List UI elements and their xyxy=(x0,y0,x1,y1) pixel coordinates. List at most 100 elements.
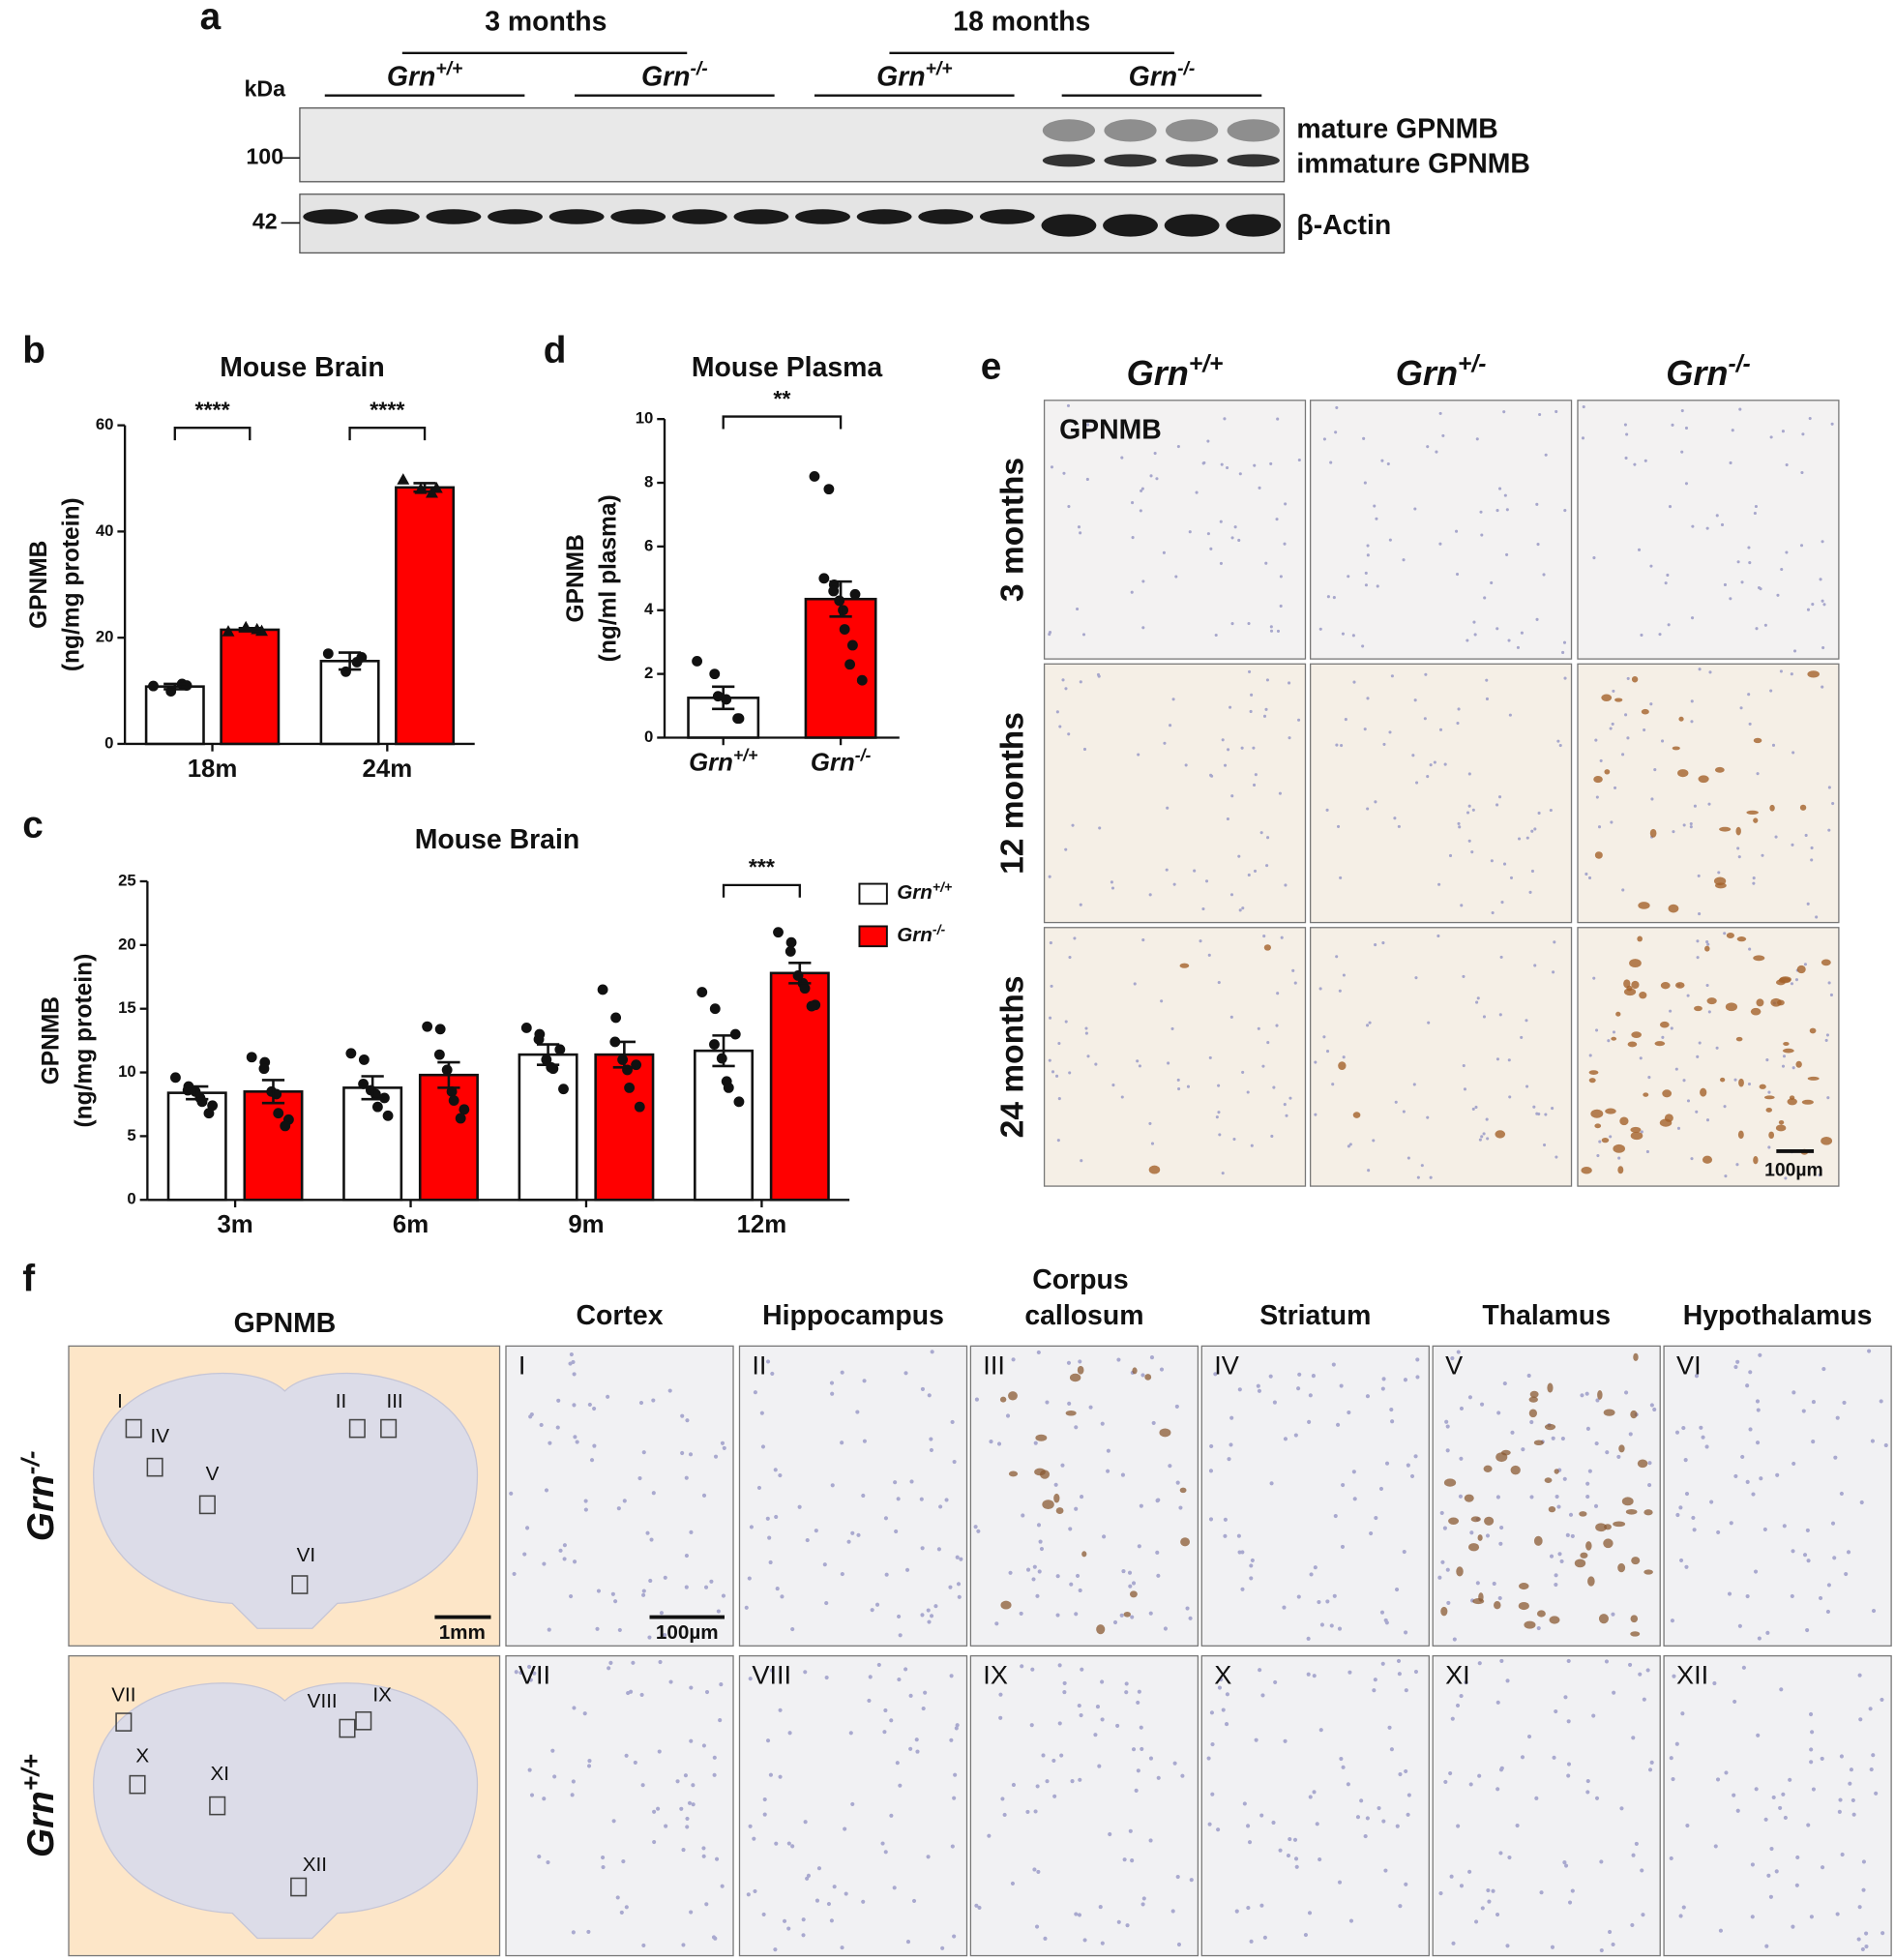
nucleus xyxy=(1426,445,1430,449)
gpnmb-cell xyxy=(1807,670,1820,678)
nucleus xyxy=(1443,1779,1448,1784)
nucleus xyxy=(1617,1156,1621,1160)
nucleus xyxy=(685,1825,690,1829)
nucleus xyxy=(1234,1909,1239,1914)
nucleus xyxy=(778,1774,783,1779)
region-box xyxy=(355,1710,372,1731)
nucleus xyxy=(1329,1623,1334,1628)
nucleus xyxy=(1259,1813,1264,1818)
stain-label: GPNMB xyxy=(1059,415,1162,446)
nucleus xyxy=(1381,941,1385,945)
nucleus xyxy=(1736,846,1740,850)
gpnmb-cell xyxy=(1625,1508,1638,1515)
nucleus xyxy=(1475,1000,1479,1004)
nucleus xyxy=(1520,1755,1525,1760)
nucleus xyxy=(1868,1707,1873,1711)
nucleus xyxy=(1559,1559,1564,1563)
nucleus xyxy=(1246,1906,1251,1911)
nucleus xyxy=(555,1425,560,1430)
nucleus xyxy=(1186,1084,1191,1088)
nucleus xyxy=(1791,1390,1796,1395)
data-point xyxy=(222,625,235,637)
nucleus xyxy=(1831,801,1835,806)
nucleus xyxy=(1495,1700,1500,1705)
gpnmb-cell xyxy=(1605,1108,1616,1114)
nucleus xyxy=(1674,1067,1678,1071)
nucleus xyxy=(973,1525,978,1529)
gpnmb-cell xyxy=(1518,1601,1529,1611)
nucleus xyxy=(1373,504,1377,508)
nucleus xyxy=(583,1499,588,1503)
nucleus xyxy=(1178,1505,1183,1510)
nucleus xyxy=(1238,472,1242,476)
nucleus xyxy=(1490,859,1494,863)
nucleus xyxy=(1503,493,1507,497)
nucleus xyxy=(1660,739,1665,743)
nucleus xyxy=(1094,1062,1098,1066)
gpnmb-cell xyxy=(1069,1373,1081,1382)
nucleus xyxy=(1713,1844,1718,1849)
nucleus xyxy=(1364,583,1368,587)
nucleus xyxy=(1266,1041,1270,1045)
gpnmb-cell xyxy=(1778,1120,1785,1125)
nucleus xyxy=(1085,477,1089,482)
nucleus xyxy=(1347,1410,1351,1415)
gpnmb-cell xyxy=(1604,769,1611,775)
y-tick-label: 2 xyxy=(644,664,653,682)
actin-band xyxy=(918,209,974,224)
nucleus xyxy=(518,1670,523,1676)
nucleus xyxy=(1684,1492,1690,1497)
nucleus xyxy=(689,1738,694,1743)
nucleus xyxy=(1233,525,1237,529)
x-tick-label: 24m xyxy=(362,756,412,783)
nucleus xyxy=(862,1439,867,1443)
gpnmb-cell xyxy=(1594,851,1603,859)
nucleus xyxy=(1347,575,1350,579)
nucleus xyxy=(1570,1888,1575,1893)
gpnmb-cell xyxy=(1807,1076,1820,1081)
data-point xyxy=(356,652,368,663)
gpnmb-cell xyxy=(1737,1130,1744,1140)
nucleus xyxy=(556,1398,561,1403)
nucleus xyxy=(1758,1352,1762,1357)
gpnmb-cell xyxy=(1042,1500,1054,1510)
gpnmb-cell xyxy=(1603,1409,1615,1416)
blot-gpnmb xyxy=(299,106,1286,183)
nucleus xyxy=(1249,1563,1254,1568)
nucleus xyxy=(1750,1862,1755,1867)
nucleus xyxy=(1562,1476,1567,1481)
nucleus xyxy=(1766,1873,1771,1878)
nucleus xyxy=(1041,1753,1046,1758)
nucleus xyxy=(824,1601,829,1606)
legend-swatch xyxy=(858,925,888,948)
nucleus xyxy=(544,1488,549,1493)
nucleus xyxy=(1825,1609,1830,1615)
nucleus xyxy=(1507,638,1511,642)
nucleus xyxy=(1485,697,1489,700)
overview-numeral: I xyxy=(117,1390,123,1412)
nucleus xyxy=(1619,1806,1624,1811)
region-box xyxy=(129,1774,146,1795)
nucleus xyxy=(606,1394,610,1399)
nucleus xyxy=(1752,881,1756,885)
nucleus xyxy=(1566,1719,1571,1724)
nucleus xyxy=(1696,956,1700,960)
nucleus xyxy=(1667,623,1671,627)
gpnmb-cell xyxy=(1533,1440,1544,1446)
nucleus xyxy=(1727,1591,1732,1596)
nucleus xyxy=(1771,1795,1776,1800)
gpnmb-cell xyxy=(1746,810,1759,815)
nucleus xyxy=(701,1846,706,1851)
nucleus xyxy=(1466,638,1469,642)
nucleus xyxy=(1225,1692,1229,1697)
gpnmb-cell xyxy=(1627,1041,1638,1048)
gpnmb-cell xyxy=(1613,1143,1625,1153)
nucleus xyxy=(996,1441,1002,1446)
tile-numeral: II xyxy=(752,1350,766,1380)
nucleus xyxy=(1448,1770,1453,1776)
nucleus xyxy=(782,1918,787,1923)
nucleus xyxy=(1842,1400,1847,1405)
nucleus xyxy=(1588,1054,1592,1057)
nucleus xyxy=(1856,1937,1861,1942)
nucleus xyxy=(760,1444,766,1449)
